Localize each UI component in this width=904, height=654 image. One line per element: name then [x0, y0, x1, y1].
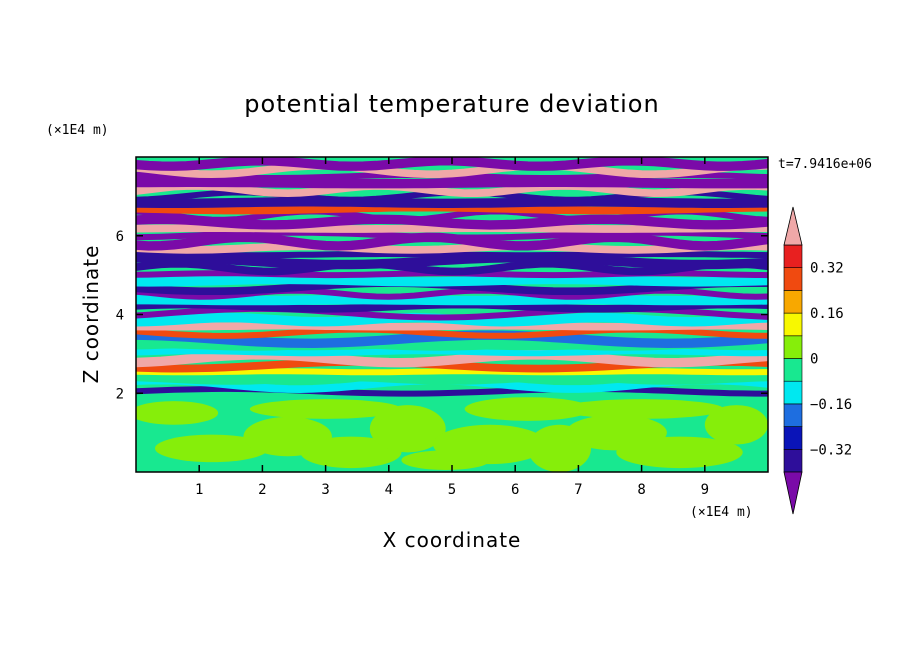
x-tick-label: 5	[448, 482, 456, 498]
field-band	[136, 371, 768, 385]
colorbar-segment	[783, 312, 803, 337]
x-tick-label: 2	[258, 482, 266, 498]
colorbar-segment	[783, 267, 803, 291]
chart-title: potential temperature deviation	[244, 90, 659, 118]
y-axis-label: Z coordinate	[79, 245, 103, 384]
colorbar-segment	[783, 380, 803, 405]
field-band	[136, 197, 768, 208]
axis-ticks: 1 2 3 4 5 6 7 8 9 2 4 6	[116, 157, 768, 498]
field-band	[136, 252, 768, 270]
field-band	[136, 203, 768, 215]
field-band	[136, 177, 768, 189]
x-tick-label: 8	[637, 482, 645, 498]
colorbar-extend-high	[783, 206, 803, 246]
colorbar-tick-label: 0	[810, 352, 818, 368]
field-band	[136, 368, 768, 376]
lower-blob	[136, 401, 219, 425]
field-band	[136, 161, 768, 179]
banded-layer	[136, 157, 768, 397]
lower-layer	[136, 397, 768, 472]
lower-blob	[704, 405, 768, 445]
lower-blob	[464, 397, 592, 421]
colorbar-segment	[783, 244, 803, 269]
field-band	[136, 259, 768, 276]
lower-blob	[369, 405, 446, 453]
field-band	[136, 229, 768, 241]
colorbar-tick-label: 0.16	[810, 306, 844, 322]
x-unit-label: (×1E4 m)	[690, 505, 753, 520]
colorbar-segment	[783, 403, 803, 427]
y-tick-label: 2	[116, 386, 124, 402]
field-band	[136, 224, 768, 233]
field-band	[136, 182, 768, 198]
heatmap-field	[136, 157, 768, 472]
lower-blob	[616, 436, 743, 469]
x-tick-label: 6	[511, 482, 519, 498]
x-axis-label: X coordinate	[383, 528, 522, 552]
lower-blob	[300, 436, 402, 469]
x-tick-label: 9	[701, 482, 709, 498]
field-band	[136, 295, 768, 306]
lower-blob	[154, 434, 269, 463]
colorbar-tick-label: −0.16	[810, 397, 852, 413]
field-band	[136, 326, 768, 339]
x-tick-label: 7	[574, 482, 582, 498]
x-tick-label: 1	[195, 482, 203, 498]
colorbar-segment	[783, 358, 803, 382]
lower-blob	[249, 399, 402, 419]
lower-blob	[401, 450, 490, 471]
y-unit-label: (×1E4 m)	[46, 123, 109, 138]
colorbar-segment	[783, 448, 803, 473]
field-band	[136, 274, 768, 287]
field-band	[136, 321, 768, 331]
colorbar-segment	[783, 426, 803, 450]
x-tick-label: 3	[321, 482, 329, 498]
field-band	[136, 214, 768, 230]
field-band	[136, 348, 768, 357]
colorbar-extend-low	[783, 471, 803, 515]
field-band	[136, 250, 768, 259]
x-tick-label: 4	[385, 482, 393, 498]
field-band	[136, 350, 768, 368]
y-tick-label: 6	[116, 229, 124, 245]
time-label: t=7.9416e+06	[778, 157, 872, 172]
lower-blob	[559, 399, 724, 419]
colorbar-segment	[783, 290, 803, 314]
y-tick-label: 4	[116, 308, 124, 324]
colorbar-tick-label: 0.32	[810, 261, 844, 277]
colorbar-tick-label: −0.32	[810, 442, 852, 458]
colorbar: 0.32 0.16 0 −0.16 −0.32	[783, 206, 852, 515]
field-band	[136, 242, 768, 254]
colorbar-segment	[783, 335, 803, 359]
